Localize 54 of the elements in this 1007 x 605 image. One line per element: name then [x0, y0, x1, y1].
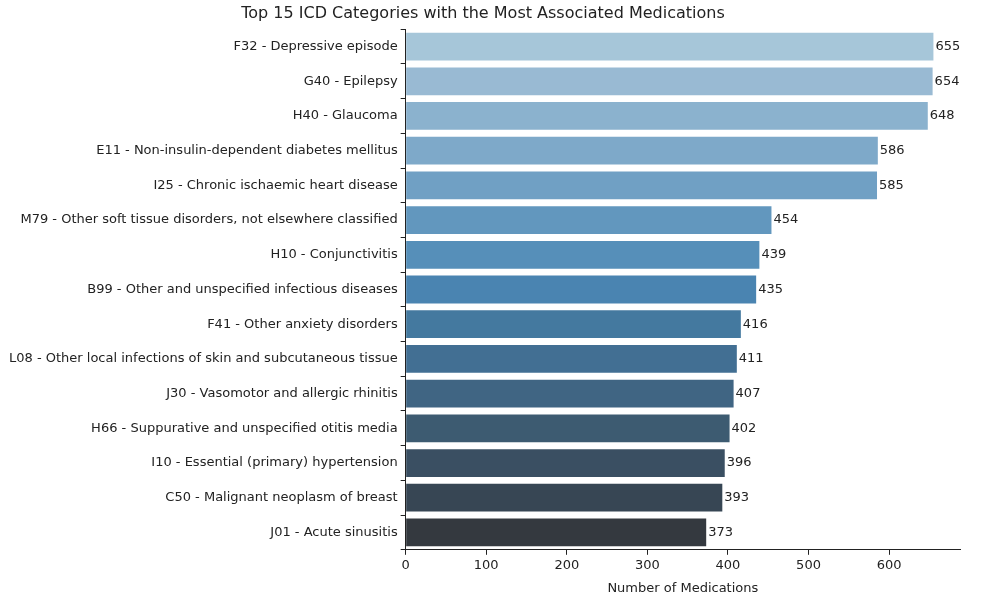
y-tick-label: J30 - Vasomotor and allergic rhinitis	[165, 384, 398, 400]
data-label: 435	[758, 280, 783, 296]
y-tick-label: I25 - Chronic ischaemic heart disease	[153, 176, 398, 192]
x-tick-label: 100	[473, 556, 499, 572]
bar	[406, 206, 772, 234]
x-tick-label: 200	[554, 556, 580, 572]
data-label: 655	[935, 37, 961, 53]
bar	[406, 483, 723, 512]
data-label: 586	[879, 142, 905, 158]
bar	[406, 310, 741, 339]
y-tick-label: I10 - Essential (primary) hypertension	[151, 454, 398, 470]
data-label: 648	[929, 107, 955, 123]
bar	[406, 379, 734, 408]
data-label: 402	[731, 419, 757, 435]
y-tick-label: F41 - Other anxiety disorders	[207, 315, 398, 331]
bar	[406, 449, 725, 477]
y-tick-label: G40 - Epilepsy	[303, 72, 398, 88]
y-tick-label: J01 - Acute sinusitis	[269, 523, 398, 539]
data-label: 454	[773, 211, 799, 227]
bar	[406, 102, 928, 130]
data-label: 654	[934, 72, 960, 88]
y-tick-label: E11 - Non-insulin-dependent diabetes mellitus	[96, 142, 398, 158]
y-tick-label: H40 - Glaucoma	[292, 107, 398, 123]
y-tick-label: H66 - Suppurative and unspecified otitis media	[91, 419, 398, 435]
x-tick-label: 500	[796, 556, 821, 572]
bar	[406, 518, 707, 547]
chart-title: Top 15 ICD Categories with the Most Associated Medications	[240, 2, 725, 22]
data-label: 411	[738, 350, 764, 366]
x-tick-label: 600	[876, 556, 902, 572]
bar	[406, 67, 933, 96]
x-tick-label: 0	[401, 556, 410, 572]
data-label: 396	[726, 454, 752, 470]
bar	[406, 32, 934, 61]
bar	[406, 240, 760, 269]
bar	[406, 275, 757, 304]
data-label: 585	[879, 176, 904, 192]
y-tick-label: F32 - Depressive episode	[233, 37, 398, 53]
bar	[406, 345, 737, 373]
bar	[406, 414, 730, 443]
x-tick-label: 400	[715, 556, 741, 572]
data-label: 393	[724, 489, 750, 505]
y-tick-label: L08 - Other local infections of skin and subcutaneous tissue	[9, 350, 398, 366]
y-tick-label: M79 - Other soft tissue disorders, not elsewhere classified	[20, 211, 398, 227]
data-label: 416	[742, 315, 768, 331]
bar	[406, 171, 878, 200]
x-tick-label: 300	[634, 556, 660, 572]
bar	[406, 136, 878, 165]
x-axis-title: Number of Medications	[607, 579, 759, 595]
y-tick-label: H10 - Conjunctivitis	[270, 246, 398, 262]
data-label: 439	[761, 246, 787, 262]
data-label: 407	[735, 384, 761, 400]
data-label: 373	[708, 523, 734, 539]
y-tick-label: C50 - Malignant neoplasm of breast	[165, 489, 398, 505]
y-tick-label: B99 - Other and unspecified infectious diseases	[87, 280, 398, 296]
